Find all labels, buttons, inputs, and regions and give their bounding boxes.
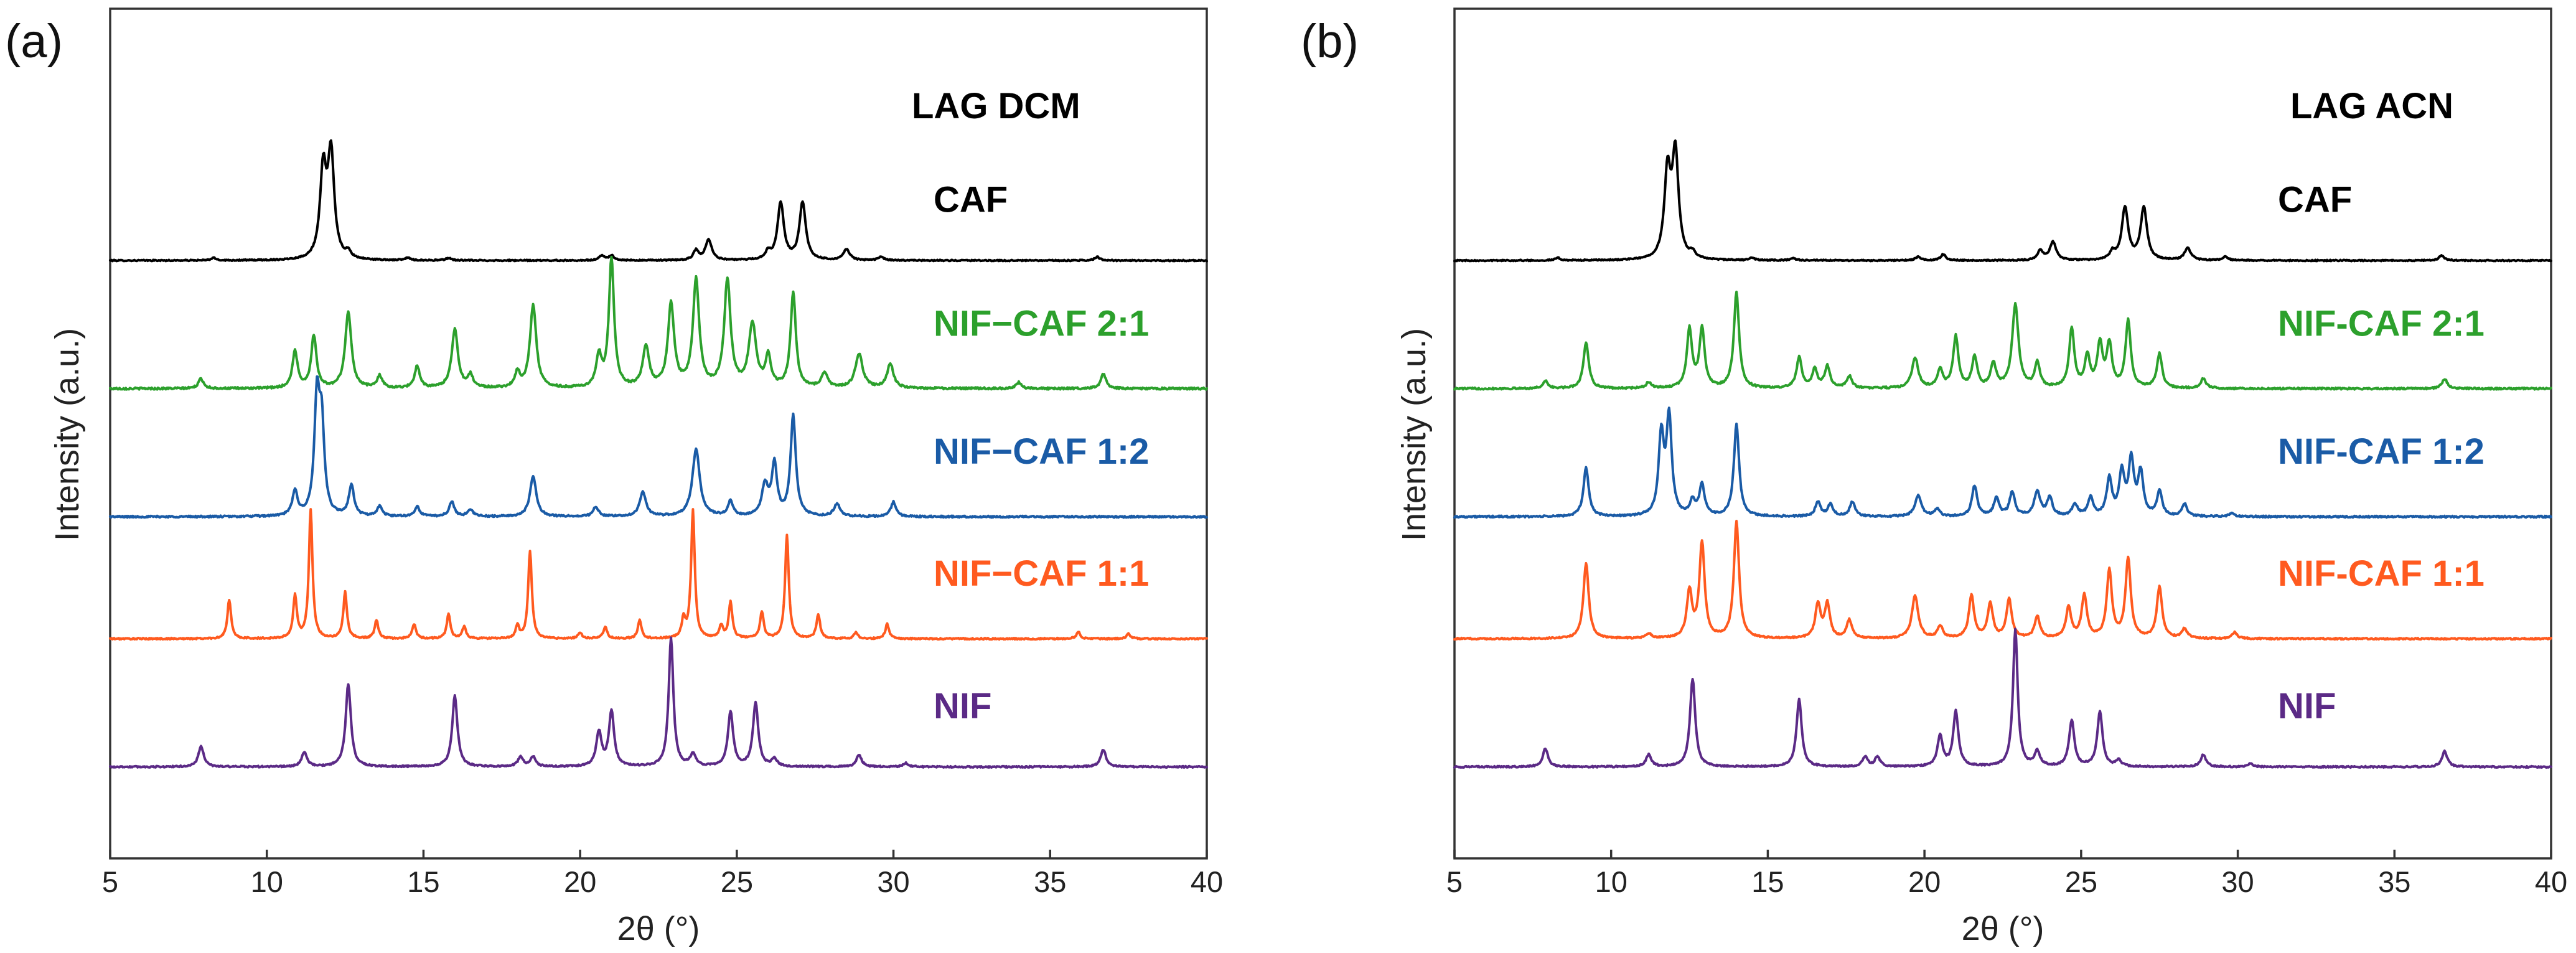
x-tick-label: 5 [102,865,118,898]
pattern-trace-nif-caf-1-1 [109,508,1208,641]
x-axis-ticks [1453,850,2552,858]
pattern-label: NIF [2278,686,2336,726]
pattern-trace-nif [1453,627,2552,769]
pattern-label: NIF-CAF 1:1 [2278,553,2485,594]
pattern-trace-nif [109,636,1208,769]
chart-title: LAG ACN [2290,86,2453,126]
x-axis-ticks [109,850,1208,858]
pattern-label: NIF-CAF 1:2 [2278,431,2485,472]
x-tick-label: 20 [1908,865,1941,898]
x-tick-label: 15 [1751,865,1784,898]
x-tick-label: 25 [2065,865,2097,898]
pattern-trace-caf [109,139,1208,263]
x-axis-title: 2θ (°) [1962,910,2044,947]
x-tick-label: 35 [1034,865,1066,898]
pattern-trace-nif-caf-1-1 [1453,520,2552,641]
pattern-trace-nif-caf-1-2 [109,375,1208,519]
x-tick-label: 15 [407,865,439,898]
panel-label: (b) [1301,15,1359,68]
pattern-label: NIF [934,686,991,726]
y-axis-title: Intensity (a.u.) [49,328,86,541]
pattern-trace-nif-caf-2-1 [109,255,1208,391]
pattern-label: CAF [2278,180,2352,220]
x-tick-label: 30 [2221,865,2254,898]
pattern-label: NIF−CAF 1:1 [934,553,1149,594]
x-tick-label: 30 [877,865,909,898]
chart-title: LAG DCM [912,86,1080,126]
pattern-traces [1453,139,2552,769]
x-axis-tick-labels: 5 10 15 20 25 30 35 40 [102,865,1223,898]
x-axis-title: 2θ (°) [617,910,700,947]
pattern-labels: CAF NIF-CAF 2:1 NIF-CAF 1:2 NIF-CAF 1:1 NIF [2278,180,2485,726]
x-axis-tick-labels: 5 10 15 20 25 30 35 40 [1446,865,2567,898]
panel-label: (a) [5,15,63,68]
x-tick-label: 35 [2378,865,2410,898]
pattern-label: CAF [934,180,1008,220]
plot-frame [109,7,1208,860]
pattern-label: NIF−CAF 1:2 [934,431,1149,472]
pattern-label: NIF−CAF 2:1 [934,303,1149,344]
pattern-trace-nif-caf-1-2 [1453,406,2552,519]
pattern-trace-caf [1453,139,2552,263]
x-tick-label: 40 [2535,865,2567,898]
pattern-trace-nif-caf-2-1 [1453,290,2552,391]
x-tick-label: 25 [721,865,753,898]
plot-frame [1453,7,2552,860]
x-tick-label: 10 [1595,865,1628,898]
x-tick-label: 5 [1446,865,1463,898]
y-axis-title: Intensity (a.u.) [1395,328,1433,541]
x-tick-label: 10 [251,865,283,898]
pattern-labels: CAF NIF−CAF 2:1 NIF−CAF 1:2 NIF−CAF 1:1 NIF [934,180,1149,726]
x-tick-label: 40 [1191,865,1223,898]
panel-b: (b) LAG ACN Intensity (a.u.) 2θ (°) 5 10 1… [1301,7,2567,947]
pattern-label: NIF-CAF 2:1 [2278,303,2485,344]
pattern-traces [109,139,1208,769]
x-tick-label: 20 [564,865,596,898]
panel-a: (a) LAG DCM Intensity (a.u.) 2θ (°) 5 10 1… [5,7,1223,947]
